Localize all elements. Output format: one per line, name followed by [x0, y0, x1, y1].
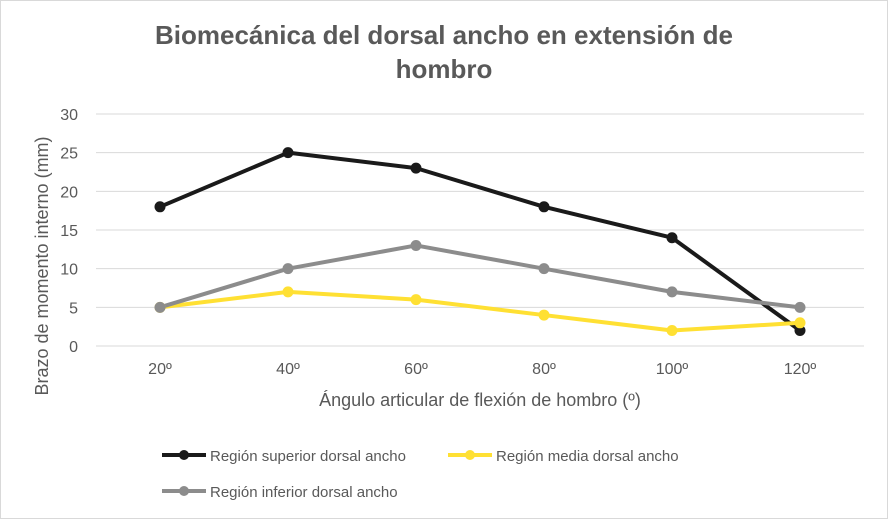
gridlines [96, 113, 864, 347]
y-tick-label: 25 [60, 146, 78, 163]
y-tick-labels: 0 5 10 15 20 25 30 [60, 107, 78, 356]
legend-label: Región superior dorsal ancho [210, 448, 406, 465]
data-point [538, 309, 550, 321]
chart-title-line-2: hombro [395, 54, 493, 84]
legend-item: Región superior dorsal ancho [162, 448, 406, 465]
series-line-2 [158, 289, 802, 333]
x-tick-labels: 20º 40º 60º 80º 100º 120º [148, 361, 816, 378]
y-tick-label: 15 [60, 223, 78, 240]
y-tick-label: 20 [60, 184, 78, 201]
data-point [666, 286, 678, 298]
x-tick-label: 20º [148, 361, 172, 378]
series-line-1 [158, 150, 802, 333]
data-point [410, 239, 422, 251]
data-point [794, 301, 806, 313]
x-tick-label: 80º [532, 361, 556, 378]
y-tick-label: 5 [69, 300, 78, 317]
x-tick-label: 100º [656, 361, 689, 378]
legend-swatch-marker [179, 486, 189, 496]
y-tick-label: 10 [60, 262, 78, 279]
legend: Región superior dorsal ancho Región media… [162, 448, 679, 501]
x-axis-label: Ángulo articular de flexión de hombro (º… [319, 390, 641, 410]
x-tick-label: 120º [784, 361, 817, 378]
data-point [154, 301, 166, 313]
data-point [154, 201, 166, 213]
legend-label: Región inferior dorsal ancho [210, 484, 398, 501]
legend-swatch-marker [179, 450, 189, 460]
data-point [282, 147, 294, 159]
data-point [538, 263, 550, 275]
data-point [666, 232, 678, 244]
data-point [538, 201, 550, 213]
chart-title-line-1: Biomecánica del dorsal ancho en extensió… [155, 20, 733, 50]
y-tick-label: 0 [69, 339, 78, 356]
legend-item: Región inferior dorsal ancho [162, 484, 398, 501]
data-point [410, 294, 422, 306]
y-axis-label: Brazo de momento interno (mm) [32, 136, 52, 395]
series-points [154, 147, 806, 337]
x-tick-label: 40º [276, 361, 300, 378]
series-lines [158, 150, 802, 333]
x-tick-label: 60º [404, 361, 428, 378]
y-tick-label: 30 [60, 107, 78, 124]
data-point [282, 263, 294, 275]
data-point [410, 162, 422, 174]
data-point [666, 325, 678, 337]
data-point [282, 286, 294, 298]
chart-title: Biomecánica del dorsal ancho en extensió… [0, 18, 888, 86]
legend-item: Región media dorsal ancho [448, 448, 679, 465]
data-point [794, 317, 806, 329]
legend-swatch-marker [465, 450, 475, 460]
legend-label: Región media dorsal ancho [496, 448, 679, 465]
series-line-3 [158, 243, 802, 310]
